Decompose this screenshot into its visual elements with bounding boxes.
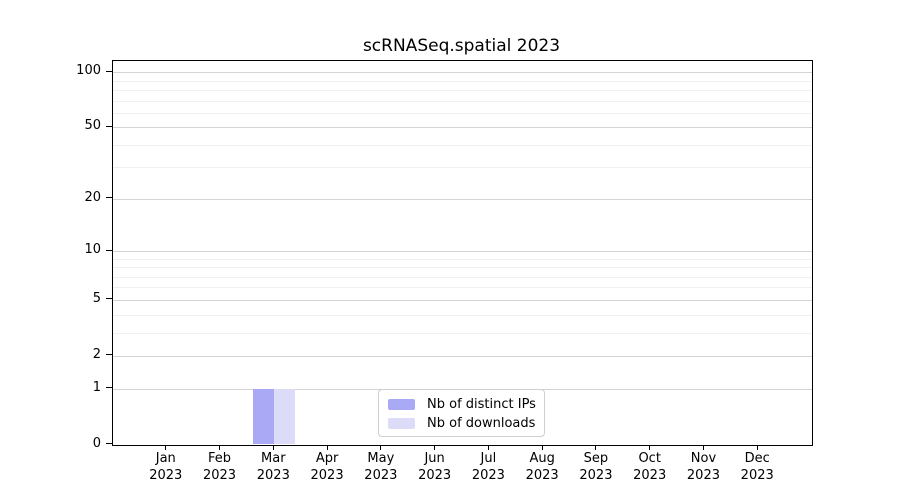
- gridline-major: [113, 72, 812, 74]
- x-tick-month: Sep: [583, 451, 609, 466]
- legend-label: Nb of distinct IPs: [427, 397, 536, 412]
- x-tick-mark: [326, 445, 328, 450]
- x-tick-month: Apr: [315, 451, 339, 466]
- x-tick-mark: [272, 445, 274, 450]
- x-tick-year: 2023: [525, 467, 559, 483]
- x-tick-mark: [649, 445, 651, 450]
- gridline-minor: [113, 112, 812, 114]
- y-tick-mark: [106, 70, 112, 72]
- bar-downloads: [274, 388, 296, 445]
- y-tick-mark: [106, 387, 112, 389]
- gridline-minor: [113, 167, 812, 169]
- x-tick-year: 2023: [633, 467, 667, 483]
- gridline-minor: [113, 332, 812, 334]
- legend: Nb of distinct IPs Nb of downloads: [378, 389, 545, 437]
- y-tick-mark: [106, 197, 112, 199]
- legend-item: Nb of downloads: [388, 416, 544, 431]
- x-tick-month: Mar: [261, 451, 286, 466]
- legend-label: Nb of downloads: [427, 416, 536, 431]
- gridline-minor: [113, 144, 812, 146]
- x-tick-label: Oct 2023: [622, 451, 678, 484]
- x-tick-year: 2023: [471, 467, 505, 483]
- x-tick-year: 2023: [310, 467, 344, 483]
- y-tick-label: 1: [92, 379, 101, 395]
- x-tick-month: Jun: [424, 451, 445, 466]
- x-tick-year: 2023: [149, 467, 183, 483]
- y-tick-mark: [106, 354, 112, 356]
- x-tick-year: 2023: [579, 467, 613, 483]
- gridline-major: [113, 198, 812, 200]
- plot-area: [112, 60, 813, 446]
- y-tick-label: 2: [92, 346, 101, 362]
- x-tick-label: Aug 2023: [514, 451, 570, 484]
- x-tick-mark: [541, 445, 543, 450]
- x-tick-mark: [487, 445, 489, 450]
- x-tick-mark: [165, 445, 167, 450]
- y-tick-label: 10: [84, 242, 101, 257]
- legend-swatch-downloads: [388, 418, 415, 429]
- y-tick-mark: [106, 249, 112, 251]
- gridline-minor: [113, 287, 812, 289]
- x-tick-mark: [702, 445, 704, 450]
- x-tick-month: Oct: [638, 451, 661, 466]
- gridline-minor: [113, 276, 812, 278]
- x-tick-mark: [756, 445, 758, 450]
- x-tick-label: Jul 2023: [460, 451, 516, 484]
- y-tick-mark: [106, 298, 112, 300]
- x-tick-month: Feb: [208, 451, 232, 466]
- x-tick-year: 2023: [686, 467, 720, 483]
- x-tick-year: 2023: [364, 467, 398, 483]
- x-tick-label: Feb 2023: [192, 451, 248, 484]
- x-tick-month: Nov: [690, 451, 717, 466]
- x-tick-month: Dec: [744, 451, 770, 466]
- y-tick-mark: [106, 443, 112, 444]
- x-tick-label: Apr 2023: [299, 451, 355, 484]
- x-tick-month: Aug: [529, 451, 555, 466]
- x-tick-year: 2023: [256, 467, 290, 483]
- y-tick-label: 5: [92, 290, 101, 306]
- x-tick-year: 2023: [418, 467, 452, 483]
- gridline-minor: [113, 314, 812, 316]
- y-tick-label: 50: [84, 118, 101, 134]
- x-tick-mark: [380, 445, 382, 450]
- x-tick-year: 2023: [202, 467, 237, 483]
- x-tick-mark: [434, 445, 436, 450]
- gridline-minor: [113, 100, 812, 102]
- gridline-major: [113, 355, 812, 357]
- gridline-minor: [113, 89, 812, 91]
- gridline-major: [113, 127, 812, 129]
- y-tick-label: 100: [76, 63, 101, 79]
- x-tick-month: Jul: [480, 451, 497, 466]
- x-tick-month: Jan: [155, 451, 176, 466]
- x-tick-month: May: [367, 451, 395, 466]
- x-tick-label: Mar 2023: [245, 451, 301, 484]
- y-tick-mark: [106, 125, 112, 127]
- gridline-minor: [113, 258, 812, 260]
- bar-distinct-ips: [253, 388, 275, 445]
- y-tick-label: 20: [84, 189, 101, 205]
- y-tick-label: 0: [92, 435, 101, 451]
- x-tick-mark: [219, 445, 221, 450]
- chart-title: scRNASeq.spatial 2023: [362, 36, 561, 56]
- x-tick-label: May 2023: [353, 451, 409, 484]
- x-tick-mark: [595, 445, 597, 450]
- gridline-major: [113, 299, 812, 301]
- gridline-major: [113, 251, 812, 252]
- gridline-minor: [113, 80, 812, 82]
- x-tick-label: Sep 2023: [568, 451, 624, 484]
- x-tick-label: Nov 2023: [675, 451, 731, 484]
- legend-swatch-distinct-ips: [388, 399, 415, 410]
- legend-item: Nb of distinct IPs: [388, 397, 544, 412]
- x-tick-label: Jan 2023: [138, 451, 194, 484]
- x-tick-year: 2023: [740, 467, 774, 483]
- x-tick-label: Dec 2023: [729, 451, 785, 484]
- gridline-minor: [113, 267, 812, 269]
- x-tick-label: Jun 2023: [407, 451, 463, 484]
